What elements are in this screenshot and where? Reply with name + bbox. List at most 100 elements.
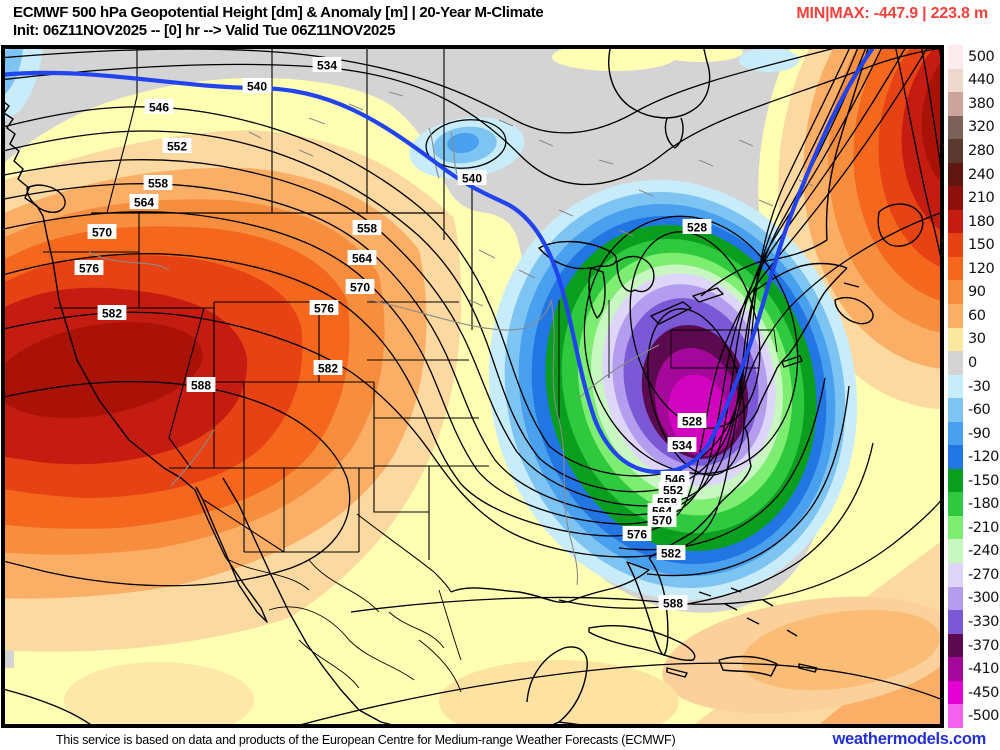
contour-label: 576 — [622, 526, 652, 542]
colorbar-tick-label: -500 — [968, 708, 999, 725]
colorbar-cell — [948, 233, 963, 257]
colorbar-cell — [948, 162, 963, 187]
contour-label: 540 — [457, 170, 487, 186]
geography-coastlines — [3, 47, 924, 726]
colorbar-cell — [948, 139, 963, 163]
colorbar-cell — [948, 539, 963, 564]
svg-text:528: 528 — [682, 415, 702, 429]
svg-text:534: 534 — [317, 59, 337, 73]
contour-label: 546 — [144, 99, 174, 115]
colorbar-cell — [948, 209, 963, 234]
colorbar-tick-label: -90 — [968, 425, 991, 442]
colorbar-tick-label: -240 — [968, 543, 999, 560]
svg-text:588: 588 — [663, 597, 683, 611]
colorbar-tick-label: -450 — [968, 684, 999, 701]
colorbar-cell — [948, 657, 963, 681]
svg-text:582: 582 — [102, 307, 122, 321]
contour-label: 528 — [677, 413, 707, 429]
colorbar-cell — [948, 327, 963, 352]
colorbar-cell — [948, 68, 963, 93]
colorbar-cell — [948, 445, 963, 469]
contour-label: 582 — [313, 360, 343, 376]
anomaly-colorbar — [948, 45, 963, 728]
colorbar-cell — [948, 280, 963, 305]
colorbar-tick-label: 150 — [968, 237, 995, 254]
contour-label: 534 — [667, 437, 697, 453]
colorbar-tick-label: -60 — [968, 402, 991, 419]
anomaly-colorbar-labels: 500 440 380 320 280 240 210 180 150 120 90 60 30 0 -30… — [968, 45, 1000, 728]
svg-text:534: 534 — [672, 439, 692, 453]
rivers-and-lakes — [88, 91, 814, 586]
contour-label: 564 — [347, 250, 377, 266]
contour-label: 552 — [162, 138, 192, 154]
colorbar-tick-label: 90 — [968, 284, 986, 301]
contour-label: 588 — [658, 595, 688, 611]
colorbar-tick-label: 500 — [968, 48, 995, 65]
svg-text:540: 540 — [247, 80, 267, 94]
blue-540-contour — [3, 47, 877, 475]
colorbar-tick-label: -370 — [968, 637, 999, 654]
colorbar-cell — [948, 515, 963, 540]
colorbar-tick-label: -180 — [968, 496, 999, 513]
colorbar-tick-label: -150 — [968, 472, 999, 489]
colorbar-tick-label: 380 — [968, 95, 995, 112]
colorbar-tick-label: 60 — [968, 307, 986, 324]
colorbar-cell — [948, 610, 963, 634]
svg-text:576: 576 — [79, 262, 99, 276]
contour-labels: 534 540 546 552 558 564 570 576 582 588 540 558 564 5… — [74, 57, 712, 611]
colorbar-tick-label: -30 — [968, 378, 991, 395]
colorbar-cell — [948, 186, 963, 210]
svg-text:558: 558 — [357, 222, 377, 236]
minmax-readout: MIN|MAX: -447.9 | 223.8 m — [796, 5, 988, 22]
footer-bar: This service is based on data and produc… — [0, 729, 1000, 750]
colorbar-tick-label: -120 — [968, 449, 999, 466]
colorbar-cell — [948, 304, 963, 328]
colorbar-tick-label: 320 — [968, 119, 995, 136]
contour-label: 582 — [97, 305, 127, 321]
contour-label: 534 — [312, 57, 342, 73]
contour-label: 564 — [129, 194, 159, 210]
svg-text:570: 570 — [92, 226, 112, 240]
southeast-warm-bands — [64, 540, 942, 726]
colorbar-tick-label: 240 — [968, 166, 995, 183]
colorbar-cell — [948, 351, 963, 375]
colorbar-tick-label: 120 — [968, 260, 995, 277]
colorbar-cell — [948, 421, 963, 446]
colorbar-cell — [948, 115, 963, 140]
colorbar-cell — [948, 398, 963, 422]
svg-text:564: 564 — [352, 252, 372, 266]
svg-text:570: 570 — [652, 514, 672, 528]
colorbar-tick-label: -410 — [968, 661, 999, 678]
colorbar-tick-label: 180 — [968, 213, 995, 230]
colorbar-tick-label: 210 — [968, 190, 995, 207]
colorbar-cell — [948, 586, 963, 611]
svg-text:540: 540 — [462, 172, 482, 186]
colorbar-cell — [948, 492, 963, 516]
contour-label: 570 — [87, 224, 117, 240]
website-link[interactable]: weathermodels.com — [832, 730, 986, 748]
svg-text:570: 570 — [350, 281, 370, 295]
init-valid-time: Init: 06Z11NOV2025 -- [0] hr --> Valid T… — [13, 22, 396, 39]
svg-text:576: 576 — [627, 528, 647, 542]
contour-label: 570 — [647, 512, 677, 528]
svg-text:582: 582 — [318, 362, 338, 376]
page-title: ECMWF 500 hPa Geopotential Height [dm] &… — [13, 4, 544, 21]
contour-label: 558 — [143, 175, 173, 191]
title-bar: ECMWF 500 hPa Geopotential Height [dm] &… — [0, 0, 1000, 45]
colorbar-tick-label: 280 — [968, 142, 995, 159]
colorbar-tick-label: 30 — [968, 331, 986, 348]
map-layers: 534 540 546 552 558 564 570 576 582 588 540 558 564 5… — [3, 47, 942, 726]
colorbar-cell — [948, 256, 963, 281]
colorbar-cell — [948, 468, 963, 493]
colorbar-tick-label: -300 — [968, 590, 999, 607]
colorbar-cell — [948, 633, 963, 658]
colorbar-cell — [948, 45, 963, 69]
colorbar-cell — [948, 374, 963, 399]
svg-text:546: 546 — [149, 101, 169, 115]
colorbar-cell — [948, 92, 963, 116]
contour-label: 528 — [682, 219, 712, 235]
colorbar-tick-label: -210 — [968, 519, 999, 536]
svg-text:564: 564 — [134, 196, 154, 210]
contour-label: 576 — [74, 260, 104, 276]
